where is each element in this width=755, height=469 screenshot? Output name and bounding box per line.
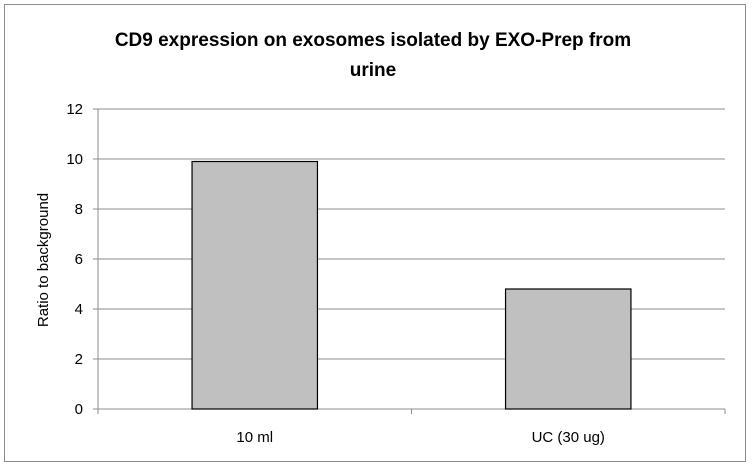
bar-1 (191, 160, 319, 410)
chart-title-line1: CD9 expression on exosomes isolated by E… (115, 30, 631, 51)
x-tick-labels: 10 ml UC (30 ug) (236, 429, 605, 446)
y-tick-labels: 0 2 4 6 8 10 12 (66, 101, 83, 418)
y-tick-label-10: 10 (66, 151, 83, 168)
y-tick-label-2: 2 (75, 351, 83, 368)
y-tick-label-4: 4 (75, 301, 83, 318)
x-tick-label-1: 10 ml (236, 429, 273, 446)
y-tick-label-8: 8 (75, 201, 83, 218)
bar-2 (504, 288, 632, 410)
x-tick-label-2: UC (30 ug) (532, 429, 605, 446)
y-tick-label-12: 12 (66, 101, 83, 118)
chart-title-line2: urine (350, 60, 396, 81)
y-tick-label-6: 6 (75, 251, 83, 268)
y-tick-label-0: 0 (75, 401, 83, 418)
y-axis-title: Ratio to background (35, 193, 52, 327)
bars (191, 160, 632, 410)
